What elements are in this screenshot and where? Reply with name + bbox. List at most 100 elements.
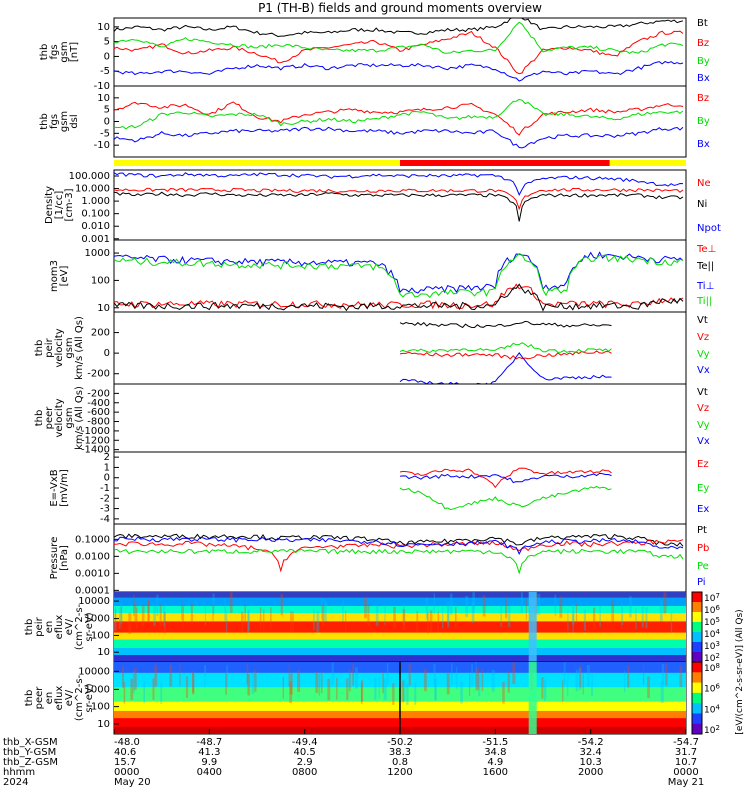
spectrogram-streak — [611, 600, 615, 622]
spectrogram-streak — [152, 678, 155, 700]
legend-entry: Ez — [697, 459, 709, 470]
spectrogram-streak — [446, 601, 449, 623]
spectrogram-streak — [641, 606, 644, 628]
y-axis-label-line: eV/ — [64, 689, 75, 706]
spectrogram-streak — [575, 602, 578, 624]
series-line-Te|| — [114, 283, 684, 312]
x-tick-label: 1200 — [387, 767, 412, 778]
spectrogram-streak — [382, 671, 384, 694]
spectrogram-streak — [433, 664, 436, 686]
spectrogram-streak — [635, 608, 637, 630]
spectrogram-streak — [119, 607, 121, 629]
spectrogram-streak — [554, 594, 557, 616]
x-tick-label: 10.3 — [580, 757, 602, 768]
y-tick-label: -4 — [100, 514, 110, 525]
legend-entry: Ne — [697, 178, 711, 189]
spectrogram-streak — [661, 663, 665, 686]
spectrogram-streak — [659, 599, 663, 621]
spectrogram-streak — [120, 603, 123, 625]
y-tick-label: -1 — [100, 483, 110, 494]
spectrogram-streak — [240, 611, 244, 633]
y-tick-label: -1000 — [81, 426, 110, 437]
spectrogram-band — [114, 639, 686, 649]
panel-frame — [113, 383, 687, 453]
spectrogram-streak — [434, 679, 437, 701]
series-line-Bz — [114, 30, 684, 75]
x-tick-label: 0000 — [673, 767, 698, 778]
spectrogram-streak — [282, 677, 284, 699]
colorbar-tick-label: 104 — [704, 703, 720, 715]
colorbar-tick-label: 104 — [704, 628, 720, 640]
x-tick-label: 4.9 — [487, 757, 503, 768]
y-axis-label-line: fgs — [49, 44, 60, 59]
x-tick-label: -54.2 — [578, 737, 604, 748]
legend-entry: Vz — [697, 332, 709, 343]
y-tick-label: 10 — [97, 303, 110, 314]
y-tick-label: 0.1000 — [75, 534, 110, 545]
y-tick-label: 10000 — [78, 596, 110, 607]
spectrogram-streak — [316, 611, 320, 633]
y-tick-label: 5 — [104, 105, 110, 116]
spectrogram-streak — [578, 668, 582, 690]
spectrogram-streak — [433, 593, 435, 615]
x-tick-label: -49.4 — [292, 737, 318, 748]
spectrogram-streak — [346, 678, 349, 700]
spectrogram-streak — [292, 611, 294, 633]
spectrogram-band — [114, 606, 686, 614]
legend-entry: Pb — [697, 543, 709, 554]
spectrogram-streak — [403, 603, 405, 625]
spectrogram-streak — [541, 677, 544, 699]
spectrogram-streak — [583, 609, 587, 631]
spectrogram-streak — [559, 596, 563, 618]
series-line-Bx — [114, 60, 684, 82]
spectrogram-streak — [313, 609, 315, 631]
spectrogram-streak — [246, 663, 249, 685]
spectrogram-streak — [289, 672, 293, 695]
legend-panel-3: Ne Ni Npot — [697, 178, 721, 234]
y-tick-label: -1200 — [81, 435, 110, 446]
spectrogram-gap — [528, 662, 537, 734]
spectrogram-streak — [393, 606, 396, 628]
spectrogram-streak — [567, 610, 569, 632]
spectrogram-streak — [408, 663, 411, 686]
spectrogram-streak — [182, 606, 185, 628]
spectrogram-band — [114, 592, 686, 599]
spectrogram-streak — [416, 611, 419, 633]
spectrogram-streak — [374, 678, 377, 700]
y-axis-label-line: thb — [24, 619, 35, 636]
legend-entry: Pi — [697, 577, 706, 588]
series-line-Ez — [399, 467, 612, 489]
spectrogram-streak — [572, 611, 574, 633]
y-tick-label: 10 — [97, 647, 110, 658]
y-tick-label: 10.000 — [75, 184, 110, 195]
series-line-Ne — [114, 187, 684, 211]
x-tick-label: 38.3 — [389, 747, 411, 758]
spectrogram-streak — [163, 605, 166, 627]
spectrogram-streak — [591, 674, 593, 696]
spectrogram-streak — [251, 672, 255, 694]
y-axis-label-line: [1/cc] — [54, 191, 65, 220]
spectrogram-band — [114, 632, 686, 641]
y-tick-label: -200 — [87, 369, 110, 380]
legend-entry: Vt — [697, 387, 708, 398]
legend-entry: Pe — [697, 561, 709, 572]
y-tick-label: 1.000 — [81, 196, 110, 207]
legend-entry: Ti⊥ — [696, 281, 714, 292]
spectrogram-streak — [475, 662, 477, 684]
legend-entry: Vy — [697, 420, 710, 431]
spectrogram-streak — [263, 609, 265, 631]
spectrogram-streak — [579, 665, 582, 688]
spectrogram-streak — [477, 668, 480, 690]
spectrogram-streak — [647, 676, 650, 699]
y-tick-label: 1 — [104, 462, 110, 473]
colorbar-segment — [692, 662, 702, 673]
y-axis-label-line: gsm — [64, 407, 75, 428]
spectrogram-streak — [254, 670, 257, 692]
spectrogram-streak — [159, 604, 162, 626]
y-tick-label: -1400 — [81, 445, 110, 456]
spectrogram-streak — [482, 595, 486, 617]
panel-3: 100.000 10.0001.000 0.1000.010 0.001 Density… — [44, 169, 687, 245]
spectrogram-streak — [141, 605, 145, 627]
y-tick-label: 100 — [91, 630, 110, 641]
